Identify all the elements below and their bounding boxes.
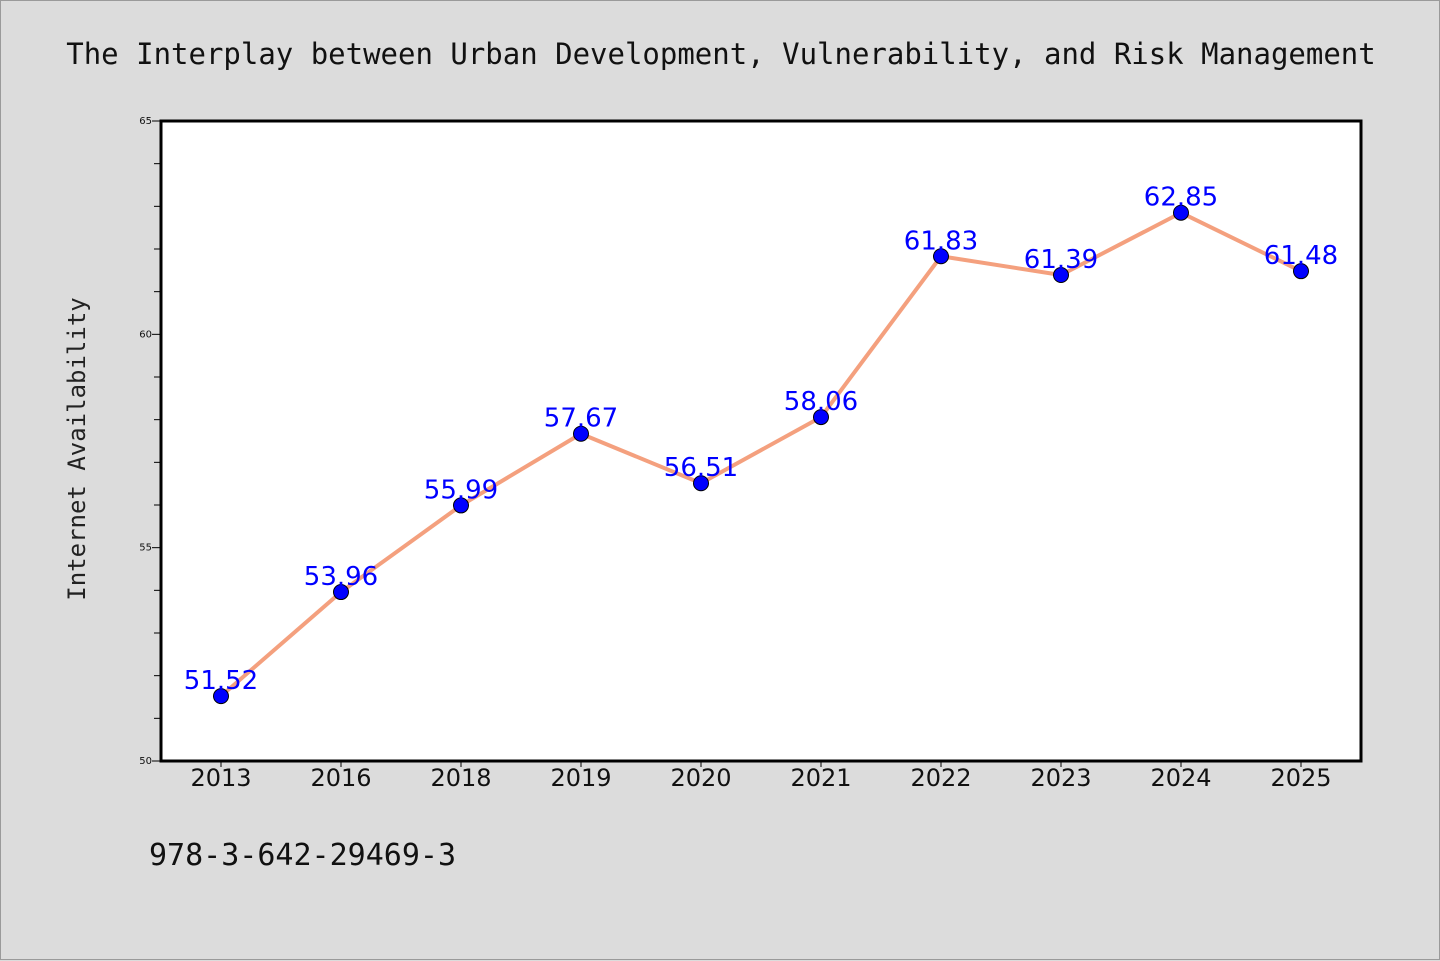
- data-label: 61.83: [904, 226, 978, 256]
- x-tick-label: 2022: [910, 764, 971, 792]
- data-label: 57.67: [544, 404, 618, 434]
- series-line: [219, 210, 1302, 698]
- data-label: 61.48: [1264, 241, 1338, 271]
- y-tick-label: 60: [139, 329, 152, 340]
- data-label: 61.39: [1024, 245, 1098, 275]
- data-point-marker: [1293, 263, 1309, 280]
- x-tick-label: 2023: [1030, 764, 1091, 792]
- y-tick-label: 55: [139, 543, 152, 554]
- x-tick-label: 2021: [790, 764, 851, 792]
- data-label: 56.51: [664, 453, 738, 483]
- x-axis-ticks: 2013 2016 2018 2019 2020 2021 2022 2023 2024 2025: [190, 761, 1332, 792]
- data-markers: [213, 204, 1309, 705]
- data-point-marker: [453, 497, 469, 514]
- data-label: 53.96: [304, 562, 378, 592]
- data-point-marker: [333, 584, 349, 601]
- x-tick-label: 2019: [550, 764, 611, 792]
- data-point-marker: [213, 688, 229, 705]
- data-label: 51.52: [184, 666, 258, 696]
- data-label: 58.06: [784, 387, 858, 417]
- data-point-marker: [693, 475, 709, 492]
- footer-code: 978-3-642-29469-3: [149, 838, 456, 873]
- y-tick-label: 65: [139, 116, 152, 127]
- x-tick-label: 2018: [430, 764, 491, 792]
- x-tick-label: 2020: [670, 764, 731, 792]
- x-tick-label: 2024: [1150, 764, 1211, 792]
- x-tick-label: 2016: [310, 764, 371, 792]
- plot-area: [159, 119, 1363, 763]
- x-tick-label: 2013: [190, 764, 251, 792]
- data-point-marker: [1053, 267, 1069, 284]
- data-labels: 51.52 53.96 55.99 57.67 56.51 58.06 61.83 61.39…: [184, 183, 1338, 696]
- chart-title: The Interplay between Urban Development,…: [66, 37, 1375, 71]
- y-axis-label: Internet Availability: [63, 297, 91, 600]
- data-point-marker: [813, 409, 829, 426]
- data-point-marker: [933, 248, 949, 265]
- data-point-marker: [1173, 204, 1189, 221]
- data-point-marker: [573, 425, 589, 442]
- data-label: 62.85: [1144, 183, 1218, 213]
- x-tick-label: 2025: [1270, 764, 1331, 792]
- y-tick-label: 50: [139, 756, 152, 767]
- data-label: 55.99: [424, 475, 498, 505]
- y-axis-ticks: 50 55 60 65: [139, 116, 161, 767]
